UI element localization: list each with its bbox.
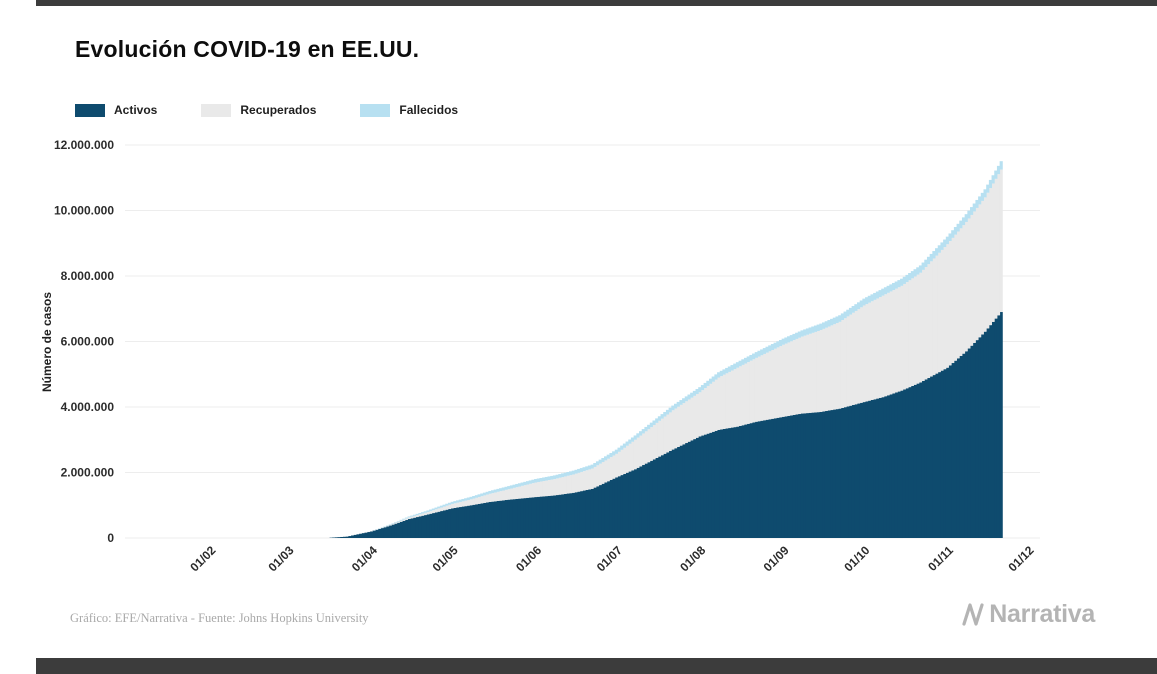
series-recuperados-area [364, 169, 1003, 533]
y-tick-label: 0 [107, 531, 114, 545]
legend-label-recuperados: Recuperados [240, 103, 317, 117]
x-tick-label: 01/09 [761, 543, 792, 574]
x-tick-label: 01/04 [349, 543, 380, 574]
y-tick-label: 8.000.000 [61, 269, 115, 283]
x-tick-label: 01/08 [677, 543, 708, 574]
x-tick-label: 01/06 [513, 543, 544, 574]
legend-label-fallecidos: Fallecidos [399, 103, 459, 117]
narrativa-logo: Narrativa [961, 600, 1095, 629]
y-tick-label: 12.000.000 [54, 138, 114, 152]
x-tick-label: 01/07 [594, 543, 625, 574]
top-edge-artifact [36, 0, 1157, 6]
source-credit: Gráfico: EFE/Narrativa - Fuente: Johns H… [70, 611, 369, 625]
y-tick-label: 10.000.000 [54, 204, 114, 218]
x-axis-labels: 01/02 01/03 01/04 01/05 01/06 01/07 01/08 01/09… [187, 543, 1036, 574]
legend-swatch-recuperados [201, 103, 232, 117]
series-activos-area [329, 312, 1003, 539]
x-tick-label: 01/05 [430, 543, 461, 574]
series-fallecidos-area [372, 161, 1003, 531]
narrativa-logo-icon [962, 603, 984, 626]
legend-item-fallecidos: Fallecidos [360, 103, 458, 117]
legend-swatch-activos [75, 103, 105, 117]
legend-item-recuperados: Recuperados [201, 103, 316, 117]
legend-label-activos: Activos [114, 103, 158, 117]
x-tick-label: 01/11 [925, 543, 956, 574]
legend-item-activos: Activos [75, 103, 157, 117]
bottom-edge-artifact [36, 658, 1157, 674]
y-tick-label: 4.000.000 [61, 400, 115, 414]
x-tick-label: 01/12 [1005, 543, 1036, 574]
narrativa-logo-text: Narrativa [989, 600, 1095, 628]
y-tick-label: 6.000.000 [61, 335, 115, 349]
legend-swatch-fallecidos [360, 103, 391, 117]
y-tick-label: 2.000.000 [61, 466, 115, 480]
x-tick-label: 01/10 [841, 543, 872, 574]
x-tick-label: 01/03 [265, 543, 296, 574]
chart-title: Evolución COVID-19 en EE.UU. [75, 36, 420, 62]
x-tick-label: 01/02 [187, 543, 218, 574]
chart-legend: Activos Recuperados Fallecidos [75, 103, 458, 117]
